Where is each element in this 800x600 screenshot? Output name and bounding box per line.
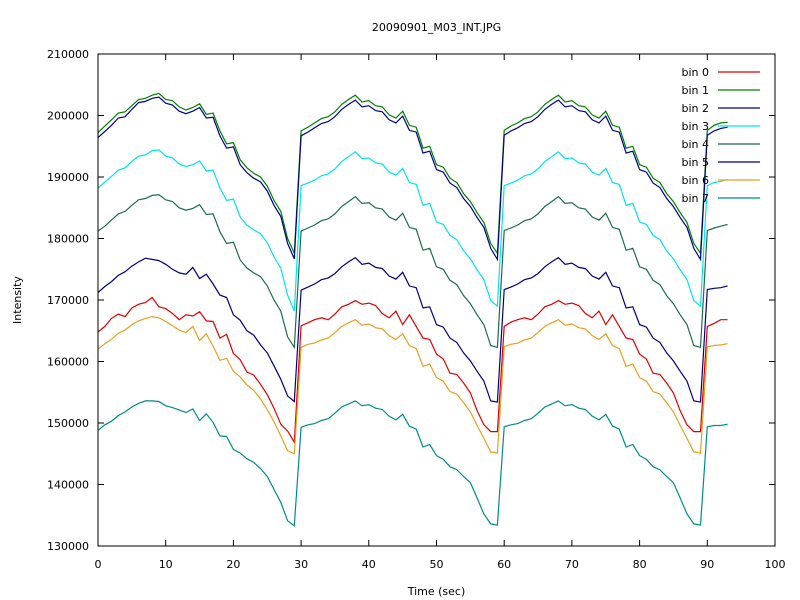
series-line-bin-4	[97, 194, 728, 350]
y-tick-label: 160000	[47, 356, 89, 369]
x-tick-label: 70	[565, 558, 579, 571]
x-tick-label: 80	[633, 558, 647, 571]
legend-label: bin 7	[681, 192, 709, 205]
x-axis-title: Time (sec)	[407, 585, 466, 598]
legend-label: bin 5	[681, 156, 709, 169]
x-tick-label: 0	[95, 558, 102, 571]
tick-labels: 0 10 20 30 40 50 60 70 80 90 100 130000 140000 150000…	[47, 48, 786, 571]
chart-title: 20090901_M03_INT.JPG	[372, 21, 501, 34]
y-tick-label: 130000	[47, 540, 89, 553]
y-tick-label: 200000	[47, 110, 89, 123]
legend-label: bin 1	[681, 84, 709, 97]
series-line-bin-5	[97, 256, 728, 403]
series-line-bin-1	[97, 92, 728, 256]
plot-frame	[97, 53, 776, 547]
x-tick-label: 50	[430, 558, 444, 571]
y-tick-label: 210000	[47, 48, 89, 61]
y-tick-label: 170000	[47, 294, 89, 307]
series-lines	[97, 92, 728, 527]
y-tick-label: 190000	[47, 171, 89, 184]
series-line-bin-2	[97, 96, 728, 262]
y-axis-title: Intensity	[11, 276, 24, 324]
x-tick-label: 30	[294, 558, 308, 571]
series-line-bin-6	[97, 315, 728, 455]
series-line-bin-7	[97, 400, 728, 527]
legend-label: bin 4	[681, 138, 709, 151]
x-tick-label: 40	[362, 558, 376, 571]
y-tick-label: 150000	[47, 417, 89, 430]
y-tick-label: 180000	[47, 233, 89, 246]
legend-label: bin 6	[681, 174, 709, 187]
x-tick-label: 10	[159, 558, 173, 571]
legend-label: bin 3	[681, 120, 709, 133]
series-line-bin-3	[97, 149, 728, 312]
legend-label: bin 2	[681, 102, 709, 115]
x-tick-label: 20	[226, 558, 240, 571]
legend: bin 0 bin 1 bin 2 bin 3 bin 4 bin 5 bin 6 bin 7	[681, 66, 760, 205]
tick-marks	[97, 53, 776, 547]
series-line-bin-0	[97, 296, 728, 445]
x-tick-label: 60	[497, 558, 511, 571]
x-tick-label: 90	[700, 558, 714, 571]
x-tick-label: 100	[765, 558, 786, 571]
legend-label: bin 0	[681, 66, 709, 79]
y-tick-label: 140000	[47, 479, 89, 492]
